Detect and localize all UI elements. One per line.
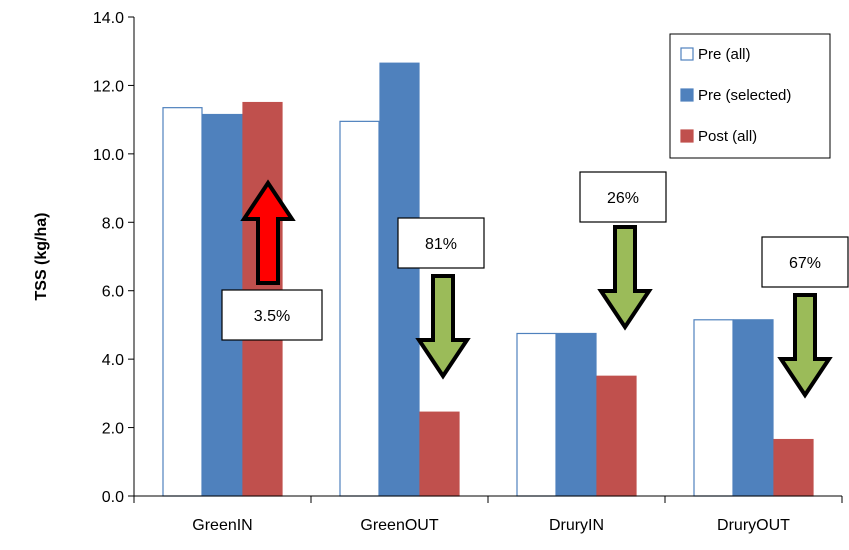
bar-post-all-druryout — [773, 438, 814, 497]
y-tick-label: 0.0 — [102, 489, 124, 506]
annotation-label: 67% — [789, 255, 821, 272]
legend-label: Post (all) — [698, 128, 757, 145]
y-tick-label: 8.0 — [102, 215, 124, 232]
annotation-box — [761, 236, 849, 288]
y-tick-label: 12.0 — [93, 78, 124, 95]
bar-pre-all-druryin — [516, 332, 557, 497]
legend: Pre (all) Pre (selected) Post (all) — [669, 33, 831, 159]
annotation-label: 26% — [607, 190, 639, 207]
legend-swatch — [680, 88, 694, 102]
x-tick-label: GreenOUT — [360, 517, 438, 534]
x-tick-label: DruryIN — [549, 517, 604, 534]
arrow-down-icon — [597, 225, 653, 331]
legend-swatch — [680, 47, 694, 61]
y-axis-ticks: 0.0 2.0 4.0 6.0 8.0 10.0 12.0 14.0 — [93, 10, 134, 506]
bar-post-all-druryin — [596, 375, 637, 497]
bar-post-all-greenout — [419, 411, 460, 497]
legend-swatch — [680, 129, 694, 143]
arrow-down-icon — [415, 274, 471, 380]
y-tick-label: 6.0 — [102, 284, 124, 301]
x-tick-label: GreenIN — [192, 517, 252, 534]
legend-label: Pre (selected) — [698, 87, 791, 104]
annotation-label: 81% — [425, 236, 457, 253]
bar-pre-selected-druryout — [733, 319, 774, 497]
bar-pre-all-druryout — [693, 319, 734, 497]
y-axis-label: TSS (kg/ha) — [33, 212, 50, 300]
annotation-label: 3.5% — [254, 308, 290, 325]
bar-pre-selected-druryin — [556, 332, 597, 497]
arrow-down-icon — [777, 293, 833, 399]
y-tick-label: 10.0 — [93, 147, 124, 164]
annotations: 3.5% 81% 26% 67% — [221, 171, 849, 399]
annotation-box — [221, 289, 323, 341]
y-tick-label: 4.0 — [102, 352, 124, 369]
bar-pre-all-greenin — [162, 107, 203, 497]
legend-box — [669, 33, 831, 159]
y-tick-label: 14.0 — [93, 10, 124, 27]
y-tick-label: 2.0 — [102, 421, 124, 438]
bar-pre-selected-greenout — [379, 62, 420, 497]
axes — [133, 17, 842, 497]
annotation-box — [579, 171, 667, 223]
legend-label: Pre (all) — [698, 46, 751, 63]
annotation-box — [397, 217, 485, 269]
bar-pre-all-greenout — [339, 120, 380, 497]
x-axis-ticks: GreenIN GreenOUT DruryIN DruryOUT — [133, 496, 843, 534]
x-tick-label: DruryOUT — [717, 517, 790, 534]
arrow-up-icon — [240, 179, 296, 285]
